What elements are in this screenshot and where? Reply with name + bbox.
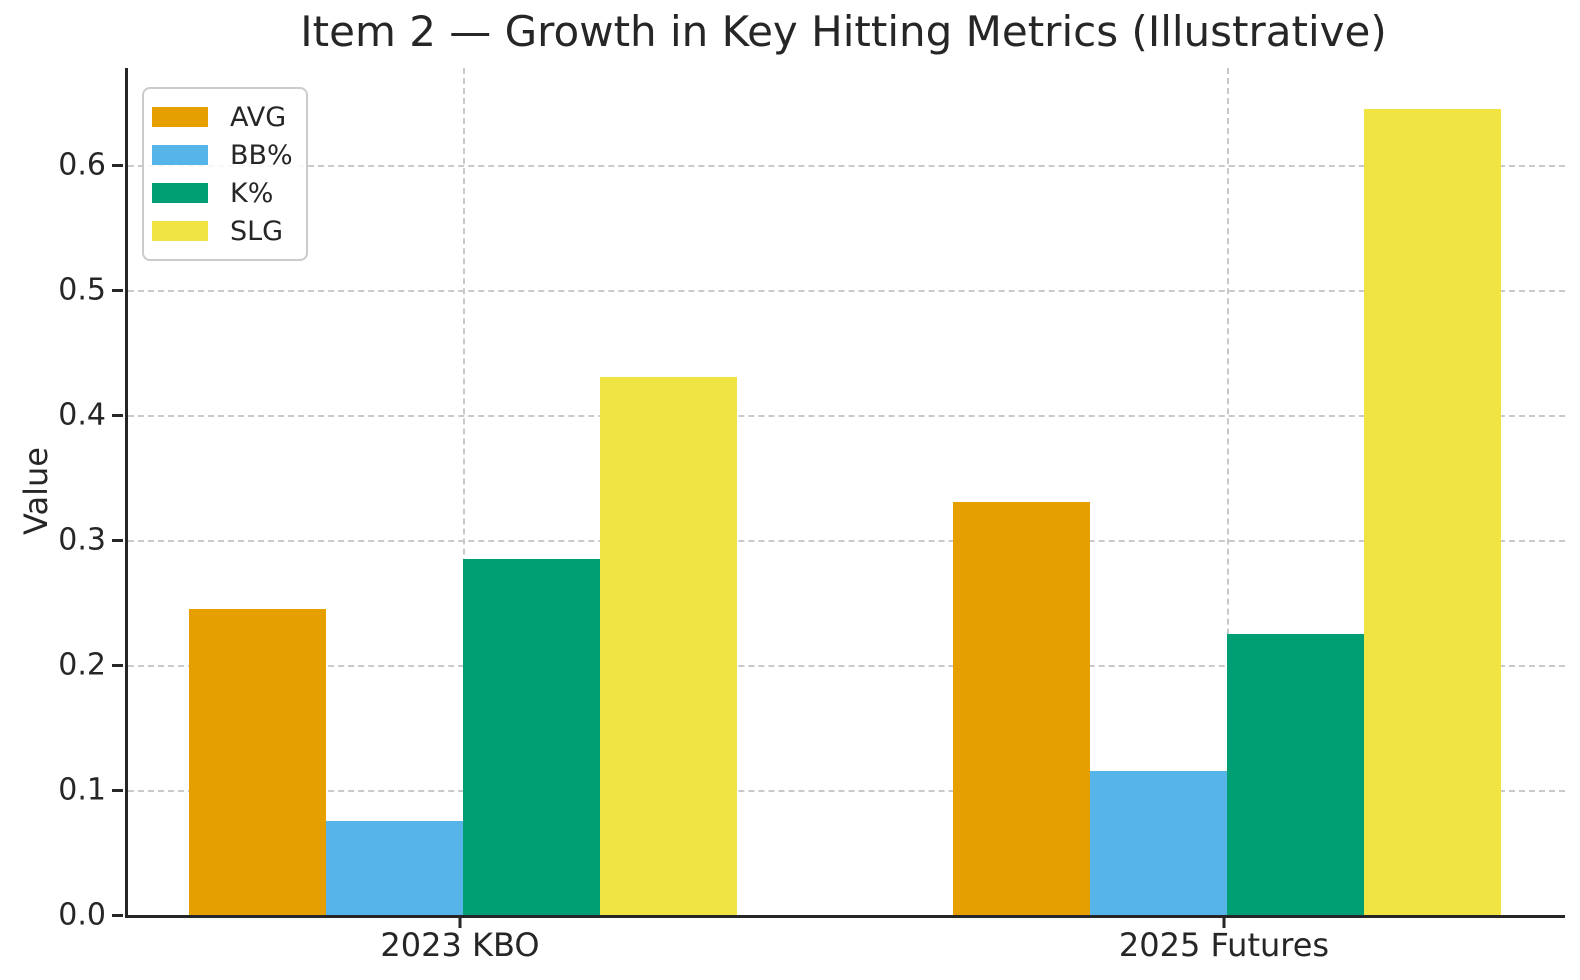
- bar-avg-2: [953, 502, 1090, 915]
- legend-swatch-avg: [152, 107, 208, 127]
- legend-item: BB%: [152, 136, 306, 174]
- y-tick-label: 0.0: [58, 897, 106, 933]
- bar-kpct-2: [1227, 634, 1364, 915]
- plot-area: [125, 68, 1565, 918]
- legend-item: K%: [152, 174, 306, 212]
- y-tick-mark: [112, 164, 123, 167]
- y-tick-label: 0.1: [58, 772, 106, 808]
- bar-slg-2: [1364, 109, 1501, 915]
- chart-title: Item 2 — Growth in Key Hitting Metrics (…: [300, 7, 1387, 56]
- gridline-vertical: [463, 68, 465, 915]
- legend-swatch-slg: [152, 221, 208, 241]
- legend-item: SLG: [152, 212, 306, 250]
- bar-kpct-1: [463, 559, 600, 915]
- x-tick-mark: [1222, 918, 1226, 928]
- y-tick-label: 0.3: [58, 522, 106, 558]
- bar-slg-1: [600, 377, 737, 915]
- y-tick-label: 0.6: [58, 147, 106, 183]
- legend-swatch-k: [152, 183, 208, 203]
- gridline-horizontal: [128, 665, 1565, 667]
- x-tick-label: 2023 KBO: [380, 926, 540, 964]
- legend-label-avg: AVG: [230, 101, 287, 133]
- y-tick-mark: [112, 414, 123, 417]
- y-tick-label: 0.4: [58, 397, 106, 433]
- x-tick-label: 2025 Futures: [1118, 926, 1330, 964]
- y-tick-label: 0.2: [58, 647, 106, 683]
- gridline-horizontal: [128, 540, 1565, 542]
- legend-label-k: K%: [230, 177, 274, 209]
- y-tick-mark: [112, 664, 123, 667]
- gridline-horizontal: [128, 415, 1565, 417]
- x-tick-mark: [458, 918, 462, 928]
- gridline-horizontal: [128, 790, 1565, 792]
- legend: AVG BB% K% SLG: [142, 87, 308, 261]
- y-tick-mark: [112, 539, 123, 542]
- gridline-vertical: [1227, 68, 1229, 915]
- legend-label-slg: SLG: [230, 215, 284, 247]
- y-tick-mark: [112, 914, 123, 917]
- y-tick-mark: [112, 789, 123, 792]
- bar-bbpct-1: [326, 821, 463, 915]
- bar-bbpct-2: [1090, 771, 1227, 915]
- y-tick-mark: [112, 289, 123, 292]
- gridline-horizontal: [128, 165, 1565, 167]
- y-tick-label: 0.5: [58, 272, 106, 308]
- bar-avg-1: [189, 609, 326, 915]
- gridline-horizontal: [128, 290, 1565, 292]
- legend-swatch-bb: [152, 145, 208, 165]
- legend-item: AVG: [152, 98, 306, 136]
- legend-label-bb: BB%: [230, 139, 293, 171]
